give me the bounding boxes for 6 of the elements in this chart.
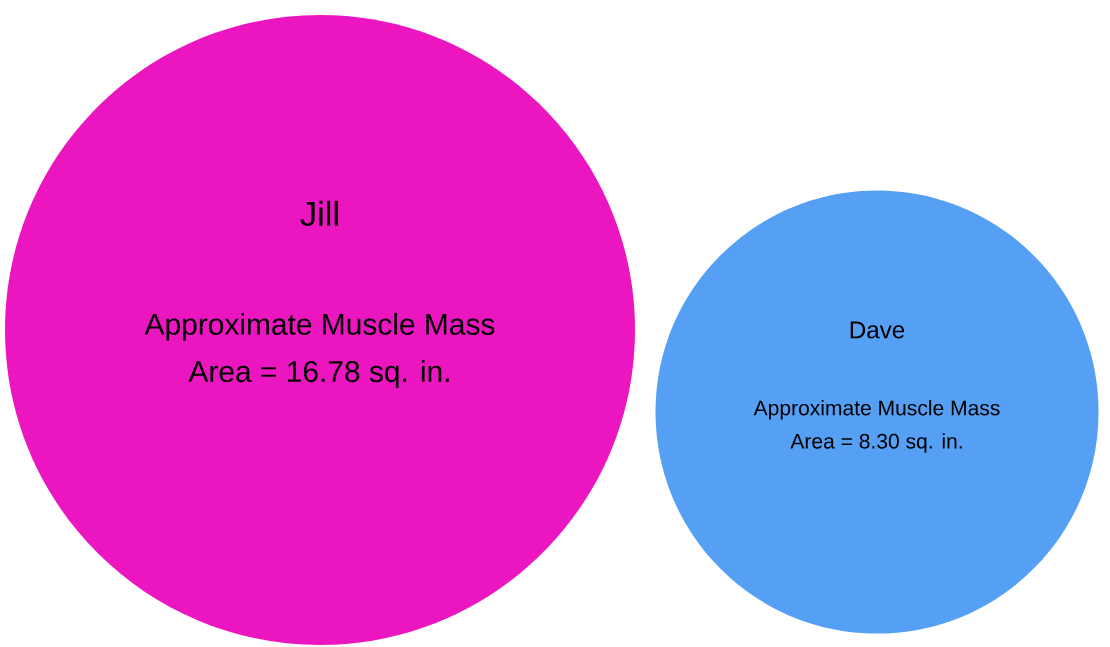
category-label: Jill — [300, 200, 338, 227]
data-label: Area = 16.78 sq. in. — [188, 360, 449, 389]
data-label: Area = 8.30 sq. in. — [790, 433, 962, 453]
category-label: Dave — [850, 321, 905, 339]
text: Approximate Muscle Mass — [144, 312, 495, 341]
text: Approximate Muscle Mass — [753, 399, 1000, 420]
